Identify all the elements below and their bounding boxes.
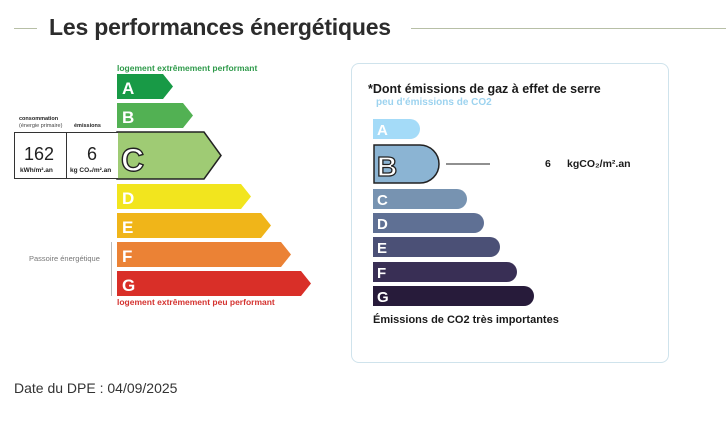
dpe-bar-b: B: [117, 103, 193, 128]
ges-bar-c-letter: C: [377, 192, 388, 209]
section-header: Les performances énergétiques: [0, 12, 726, 46]
dpe-bar-d-letter: D: [122, 189, 134, 208]
dpe-bar-c-letter: C: [121, 142, 144, 178]
ges-bar-a: A: [373, 119, 420, 139]
consumption-label: consommation: [19, 116, 59, 122]
dpe-bar-e: E: [117, 213, 271, 238]
page-title: Les performances énergétiques: [49, 14, 391, 40]
ges-bar-f: F: [373, 262, 517, 282]
emissions-value: 6: [87, 144, 98, 164]
ges-bar-g: G: [373, 286, 534, 306]
title-divider-left: [14, 28, 37, 29]
ges-bar-d-letter: D: [377, 216, 388, 233]
dpe-bottom-note: logement extrêmement peu performant: [117, 297, 275, 307]
ges-value: 6: [545, 158, 551, 170]
ges-footer: Émissions de CO2 très importantes: [373, 314, 559, 326]
passoire-label: Passoire énergétique: [29, 254, 100, 263]
ges-bar-a-letter: A: [377, 122, 388, 139]
title-divider-right: [411, 28, 726, 29]
consumption-unit: kWh/m².an: [20, 167, 53, 174]
dpe-bar-f-letter: F: [122, 247, 132, 266]
ges-bar-d: D: [373, 213, 484, 233]
dpe-bar-b-letter: B: [122, 108, 134, 127]
passoire-bracket: [111, 242, 112, 296]
dpe-top-note: logement extrêmement performant: [117, 63, 258, 73]
ges-bar-b-letter: B: [377, 151, 397, 182]
ges-title: *Dont émissions de gaz à effet de serre: [368, 82, 601, 96]
consumption-value: 162: [24, 144, 55, 164]
dpe-bar-g: G: [117, 271, 311, 296]
ges-bar-f-letter: F: [377, 265, 386, 282]
ges-bar-g-letter: G: [377, 289, 389, 306]
consumption-divider: [66, 133, 67, 178]
dpe-bar-c-current: C: [116, 131, 222, 180]
dpe-bar-a: A: [117, 74, 173, 99]
consumption-box: 162 kWh/m².an 6 kg CO₂/m².an: [14, 132, 118, 179]
consumption-sublabel: (énergie primaire): [19, 123, 63, 129]
ges-bar-e: E: [373, 237, 500, 257]
ges-unit: kgCO₂/m².an: [567, 158, 631, 170]
dpe-bar-e-letter: E: [122, 218, 133, 237]
dpe-bar-d: D: [117, 184, 251, 209]
dpe-bar-g-letter: G: [122, 276, 135, 295]
ges-bar-b-current: B: [373, 144, 490, 184]
ges-bar-c: C: [373, 189, 467, 209]
dpe-bar-f: F: [117, 242, 291, 267]
ges-bar-e-letter: E: [377, 240, 387, 257]
emissions-label: émissions: [74, 123, 101, 129]
emissions-unit: kg CO₂/m².an: [70, 167, 112, 174]
dpe-date: Date du DPE : 04/09/2025: [14, 380, 178, 396]
ges-subtitle: peu d'émissions de CO2: [376, 97, 492, 108]
dpe-bar-a-letter: A: [122, 79, 134, 98]
